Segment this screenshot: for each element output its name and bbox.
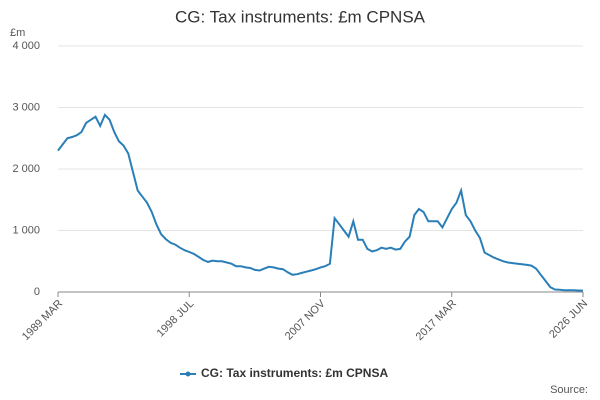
x-tick-label: 1989 MAR bbox=[20, 298, 65, 343]
y-tick-label: 3 000 bbox=[12, 101, 40, 113]
x-tick-label: 1998 JUL bbox=[155, 298, 197, 340]
series-line bbox=[57, 113, 584, 292]
y-tick-label: 4 000 bbox=[12, 40, 40, 52]
y-tick-label: 2 000 bbox=[12, 163, 40, 175]
legend-marker bbox=[185, 371, 191, 377]
y-tick-label: 0 bbox=[34, 286, 40, 298]
x-tick-label: 2026 JUN bbox=[547, 298, 590, 341]
y-tick-label: 1 000 bbox=[12, 224, 40, 236]
source: Source: bbox=[550, 384, 588, 396]
chart-title: CG: Tax instruments: £m CPNSA bbox=[175, 7, 426, 26]
legend-label: CG: Tax instruments: £m CPNSA bbox=[201, 366, 388, 380]
x-tick-label: 2017 MAR bbox=[414, 298, 459, 343]
x-tick-label: 2007 NOV bbox=[283, 297, 328, 342]
y-unit: £m bbox=[10, 27, 25, 39]
